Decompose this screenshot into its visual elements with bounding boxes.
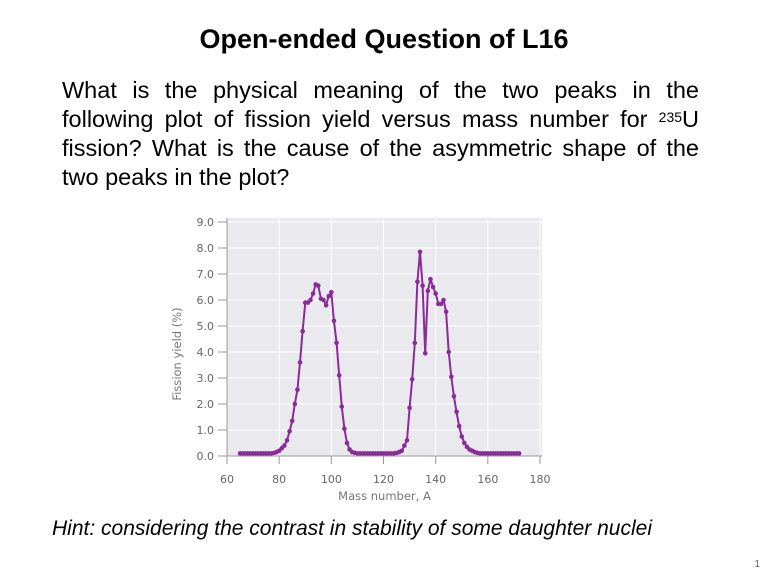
data-point [441,297,446,303]
data-point [459,434,465,439]
fission-yield-chart: 0.0 1.0 2.0 3.0 4.0 5.0 6.0 7.0 8.0 9.0 60 80 100 120… [160,210,560,510]
data-point [300,328,305,334]
y-tick-label: 5.0 [197,320,215,333]
data-point [407,405,412,411]
y-tick-label: 0.0 [197,450,215,463]
x-tick-label: 160 [477,473,498,486]
data-point [402,443,407,448]
data-point [334,340,339,346]
data-point [449,374,454,379]
data-point [456,423,462,429]
y-tick-label: 2.0 [197,398,215,411]
y-tick-label: 6.0 [197,294,215,307]
data-point [415,279,420,285]
data-point [315,283,321,288]
plot-background [227,218,542,456]
x-tick-label: 80 [272,473,286,486]
data-point [438,301,444,307]
data-point [420,283,425,288]
data-point [282,443,287,448]
y-tick-label: 1.0 [197,424,215,437]
slide-title: Open-ended Question of L16 [199,24,569,54]
data-point [428,276,433,282]
data-point [326,293,332,299]
x-tick-label: 60 [220,473,234,486]
data-point [323,302,329,308]
y-tick-label: 7.0 [197,268,215,281]
isotope-mass-superscript: 235 [658,109,683,125]
y-tick-label: 9.0 [197,216,215,229]
data-point [289,418,295,424]
question-part-1: What is the physical meaning of the two … [62,77,699,132]
data-point [321,297,326,303]
data-point [292,401,298,407]
data-point [412,340,418,346]
x-tick-label: 120 [373,473,394,486]
data-point [433,291,438,296]
data-point [310,291,316,296]
data-point [297,360,303,365]
data-point [331,318,337,324]
hint-text: Hint: considering the contrast in stabil… [52,517,652,540]
data-point [404,438,410,443]
data-point [417,249,423,255]
data-point [425,288,431,294]
data-point [295,387,300,392]
data-point [454,409,459,415]
page-number: 1 [754,559,760,570]
data-point [399,448,405,454]
y-tick-label: 3.0 [197,372,215,385]
data-point [451,393,457,399]
y-tick-label: 8.0 [197,242,215,255]
data-point [344,440,350,446]
data-point [462,440,467,446]
data-point [430,284,436,290]
y-tick-label: 4.0 [197,346,215,359]
data-point [446,349,452,355]
x-tick-label: 100 [321,473,342,486]
x-tick-label: 140 [425,473,446,486]
data-point [287,429,292,434]
data-point [342,426,347,431]
data-point [516,451,522,456]
data-point [443,309,449,314]
y-axis-label: Fission yield (%) [170,307,184,400]
question-text: What is the physical meaning of the two … [62,76,699,192]
chart-canvas: 0.0 1.0 2.0 3.0 4.0 5.0 6.0 7.0 8.0 9.0 60 80 100 120… [170,216,551,503]
data-point [308,297,313,303]
data-point [409,377,415,382]
x-axis-label: Mass number, A [338,489,431,503]
data-point [284,438,290,443]
data-point [336,373,342,378]
question-part-2: U fission? What is the cause of the asym… [62,106,699,190]
data-point [329,289,334,295]
data-point [422,351,428,356]
x-tick-label: 180 [530,473,551,486]
data-point [339,404,345,409]
